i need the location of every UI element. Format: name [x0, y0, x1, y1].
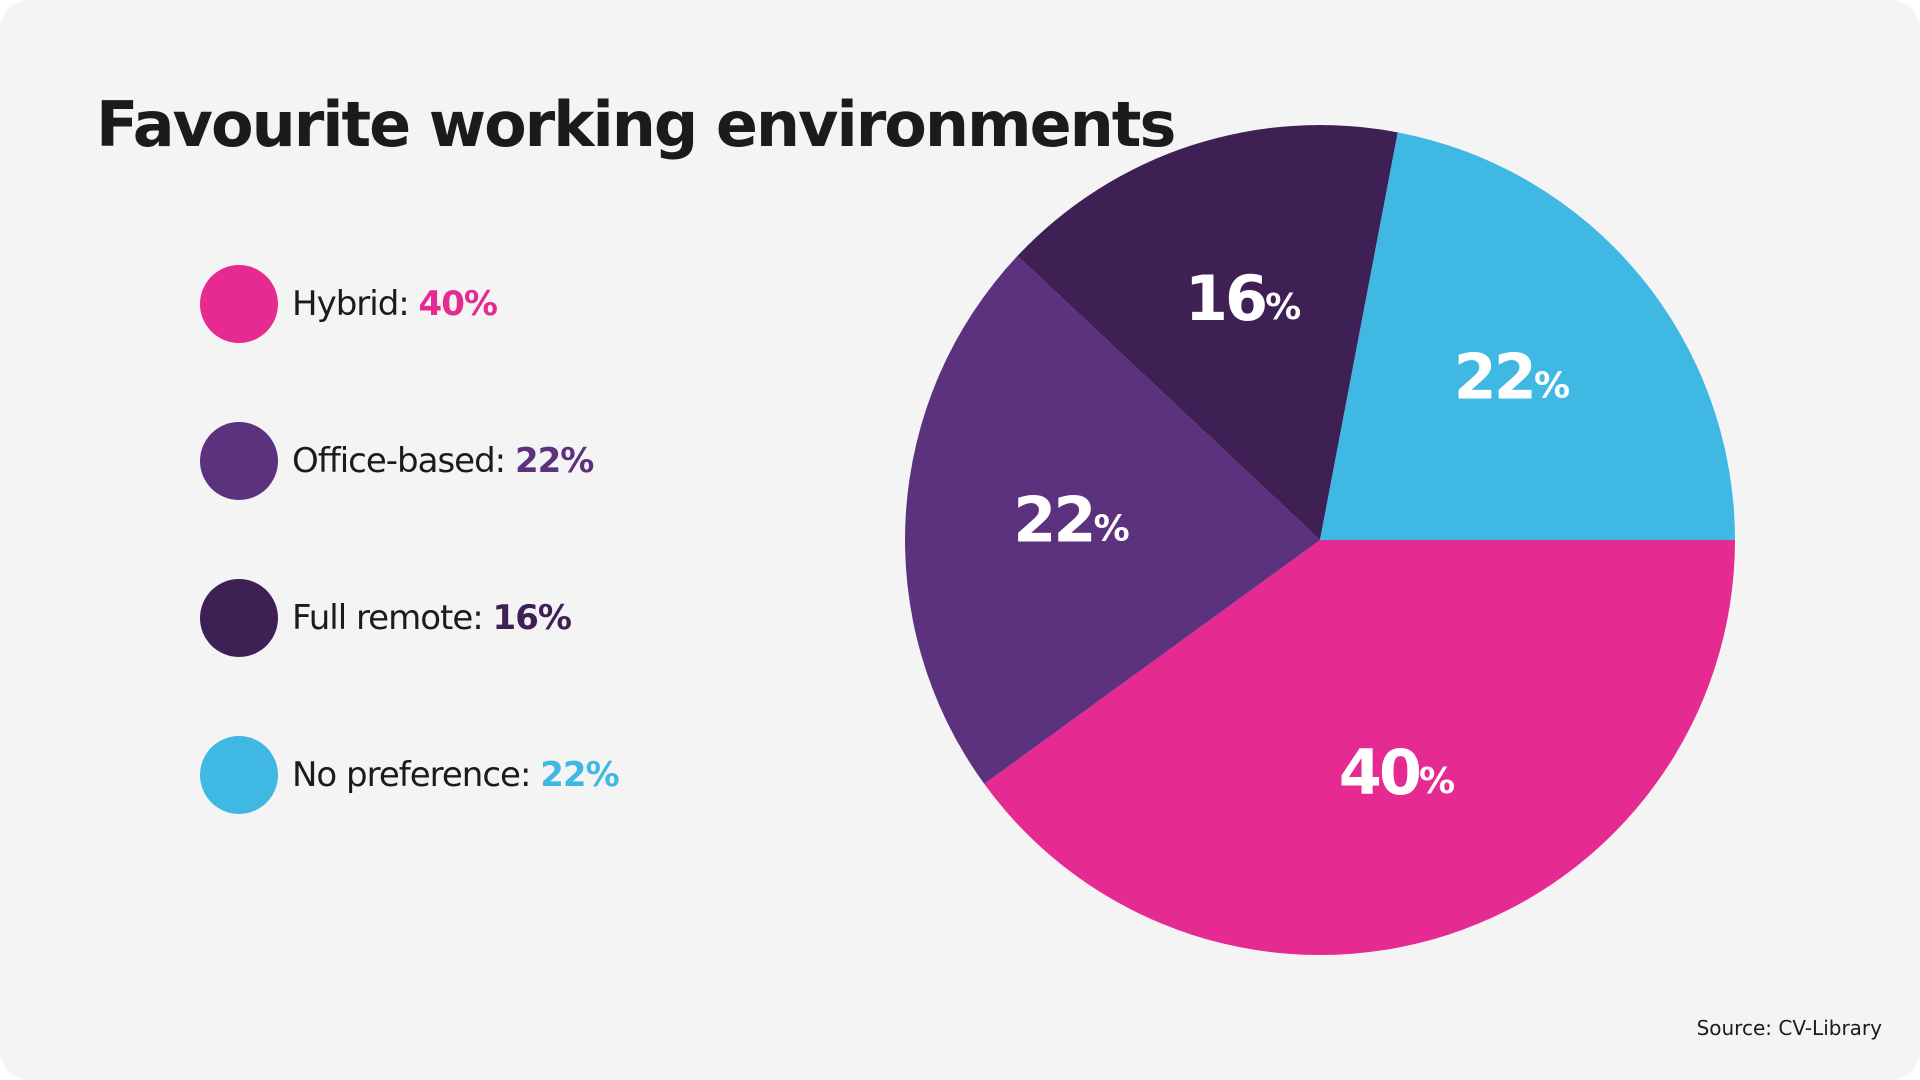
- source-note: Source: CV-Library: [1696, 1016, 1882, 1040]
- legend-value-office-based: 22%: [514, 441, 594, 481]
- legend-label-office-based: Office-based:: [292, 441, 506, 481]
- pie-slice-office-based: [905, 255, 1320, 784]
- legend-value-full-remote: 16%: [492, 598, 572, 638]
- legend-dot-no-preference: [200, 736, 278, 814]
- legend-text-office-based: Office-based: 22%: [292, 441, 594, 481]
- legend-item-full-remote: Full remote: 16%: [200, 579, 760, 657]
- chart-title: Favourite working environments: [96, 88, 1176, 161]
- legend: Hybrid: 40% Office-based: 22% Full remot…: [200, 265, 760, 893]
- legend-dot-full-remote: [200, 579, 278, 657]
- legend-text-no-preference: No preference: 22%: [292, 755, 620, 795]
- pie-label-hybrid: 40%: [1339, 736, 1455, 809]
- legend-label-hybrid: Hybrid:: [292, 284, 410, 324]
- legend-dot-office-based: [200, 422, 278, 500]
- legend-label-no-preference: No preference:: [292, 755, 531, 795]
- legend-dot-hybrid: [200, 265, 278, 343]
- pie-slice-no-preference: [1320, 132, 1735, 541]
- legend-value-hybrid: 40%: [418, 284, 498, 324]
- pie-label-no-preference: 22%: [1454, 340, 1570, 413]
- pie-chart-svg: 40% 22% 16% 22%: [905, 124, 1735, 956]
- pie-label-office-based: 22%: [1013, 483, 1129, 556]
- legend-item-hybrid: Hybrid: 40%: [200, 265, 760, 343]
- pie-chart: 40% 22% 16% 22%: [880, 110, 1760, 990]
- legend-text-hybrid: Hybrid: 40%: [292, 284, 498, 324]
- pie-label-full-remote: 16%: [1185, 262, 1301, 335]
- legend-label-full-remote: Full remote:: [292, 598, 484, 638]
- pie-slice-hybrid: [984, 540, 1735, 956]
- legend-value-no-preference: 22%: [540, 755, 619, 795]
- legend-text-full-remote: Full remote: 16%: [292, 598, 572, 638]
- legend-item-no-preference: No preference: 22%: [200, 736, 760, 814]
- pie-slice-full-remote: [1017, 124, 1398, 540]
- legend-item-office-based: Office-based: 22%: [200, 422, 760, 500]
